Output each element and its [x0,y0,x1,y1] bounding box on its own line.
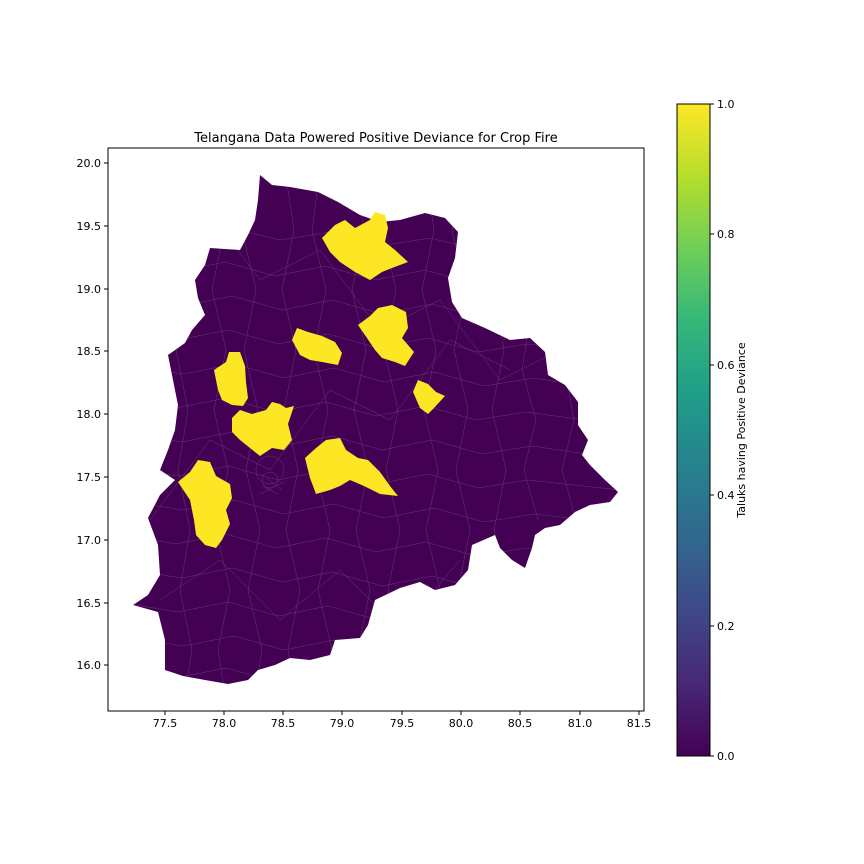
taluk-highlight-6 [232,402,294,456]
y-tick-label: 17.0 [77,534,102,547]
colorbar-gradient [676,103,711,757]
taluk-highlight-5 [413,380,445,414]
colorbar-label: Taluks having Positive Deviance [735,342,748,518]
x-axis [164,711,640,715]
map-title: Telangana Data Powered Positive Deviance… [193,131,557,146]
colorbar-tick-label: 0.4 [717,489,735,502]
y-tick-label: 17.5 [77,471,102,484]
x-tick-label: 80.5 [508,717,533,730]
taluk-highlight-8 [178,460,232,548]
x-tick-label: 78.0 [212,717,237,730]
colorbar: 1.0 0.8 0.6 0.4 0.2 0.0 Taluks having Po… [676,98,748,763]
y-tick-label: 18.5 [77,345,102,358]
taluk-highlight-2 [358,305,414,366]
x-tick-label: 79.0 [330,717,355,730]
colorbar-tick-label: 0.2 [717,620,735,633]
x-tick-label: 81.0 [568,717,593,730]
taluk-highlight-7 [305,438,398,496]
y-tick-label: 16.0 [77,659,102,672]
y-tick-label: 18.0 [77,408,102,421]
x-tick-labels: 77.5 78.0 78.5 79.0 79.5 80.0 80.5 81.0 … [153,717,652,730]
state-map [133,175,618,684]
taluk-highlight-4 [214,352,248,406]
x-tick-label: 81.5 [627,717,652,730]
x-tick-label: 77.5 [153,717,178,730]
y-tick-label: 20.0 [77,157,102,170]
y-tick-label: 19.0 [77,283,102,296]
colorbar-tick-label: 0.8 [717,228,735,241]
y-tick-label: 16.5 [77,597,102,610]
colorbar-tick-label: 1.0 [717,98,735,111]
x-tick-label: 79.5 [390,717,415,730]
y-tick-label: 19.5 [77,220,102,233]
y-axis [104,162,108,666]
positive-deviance-taluks [178,212,445,548]
taluk-highlight-3 [292,328,342,365]
colorbar-tick-label: 0.6 [717,359,735,372]
y-tick-labels: 20.0 19.5 19.0 18.5 18.0 17.5 17.0 16.5 … [77,157,102,672]
x-tick-label: 80.0 [449,717,474,730]
colorbar-tick-label: 0.0 [717,750,735,763]
taluk-highlight-1 [322,212,408,280]
x-tick-label: 78.5 [271,717,296,730]
